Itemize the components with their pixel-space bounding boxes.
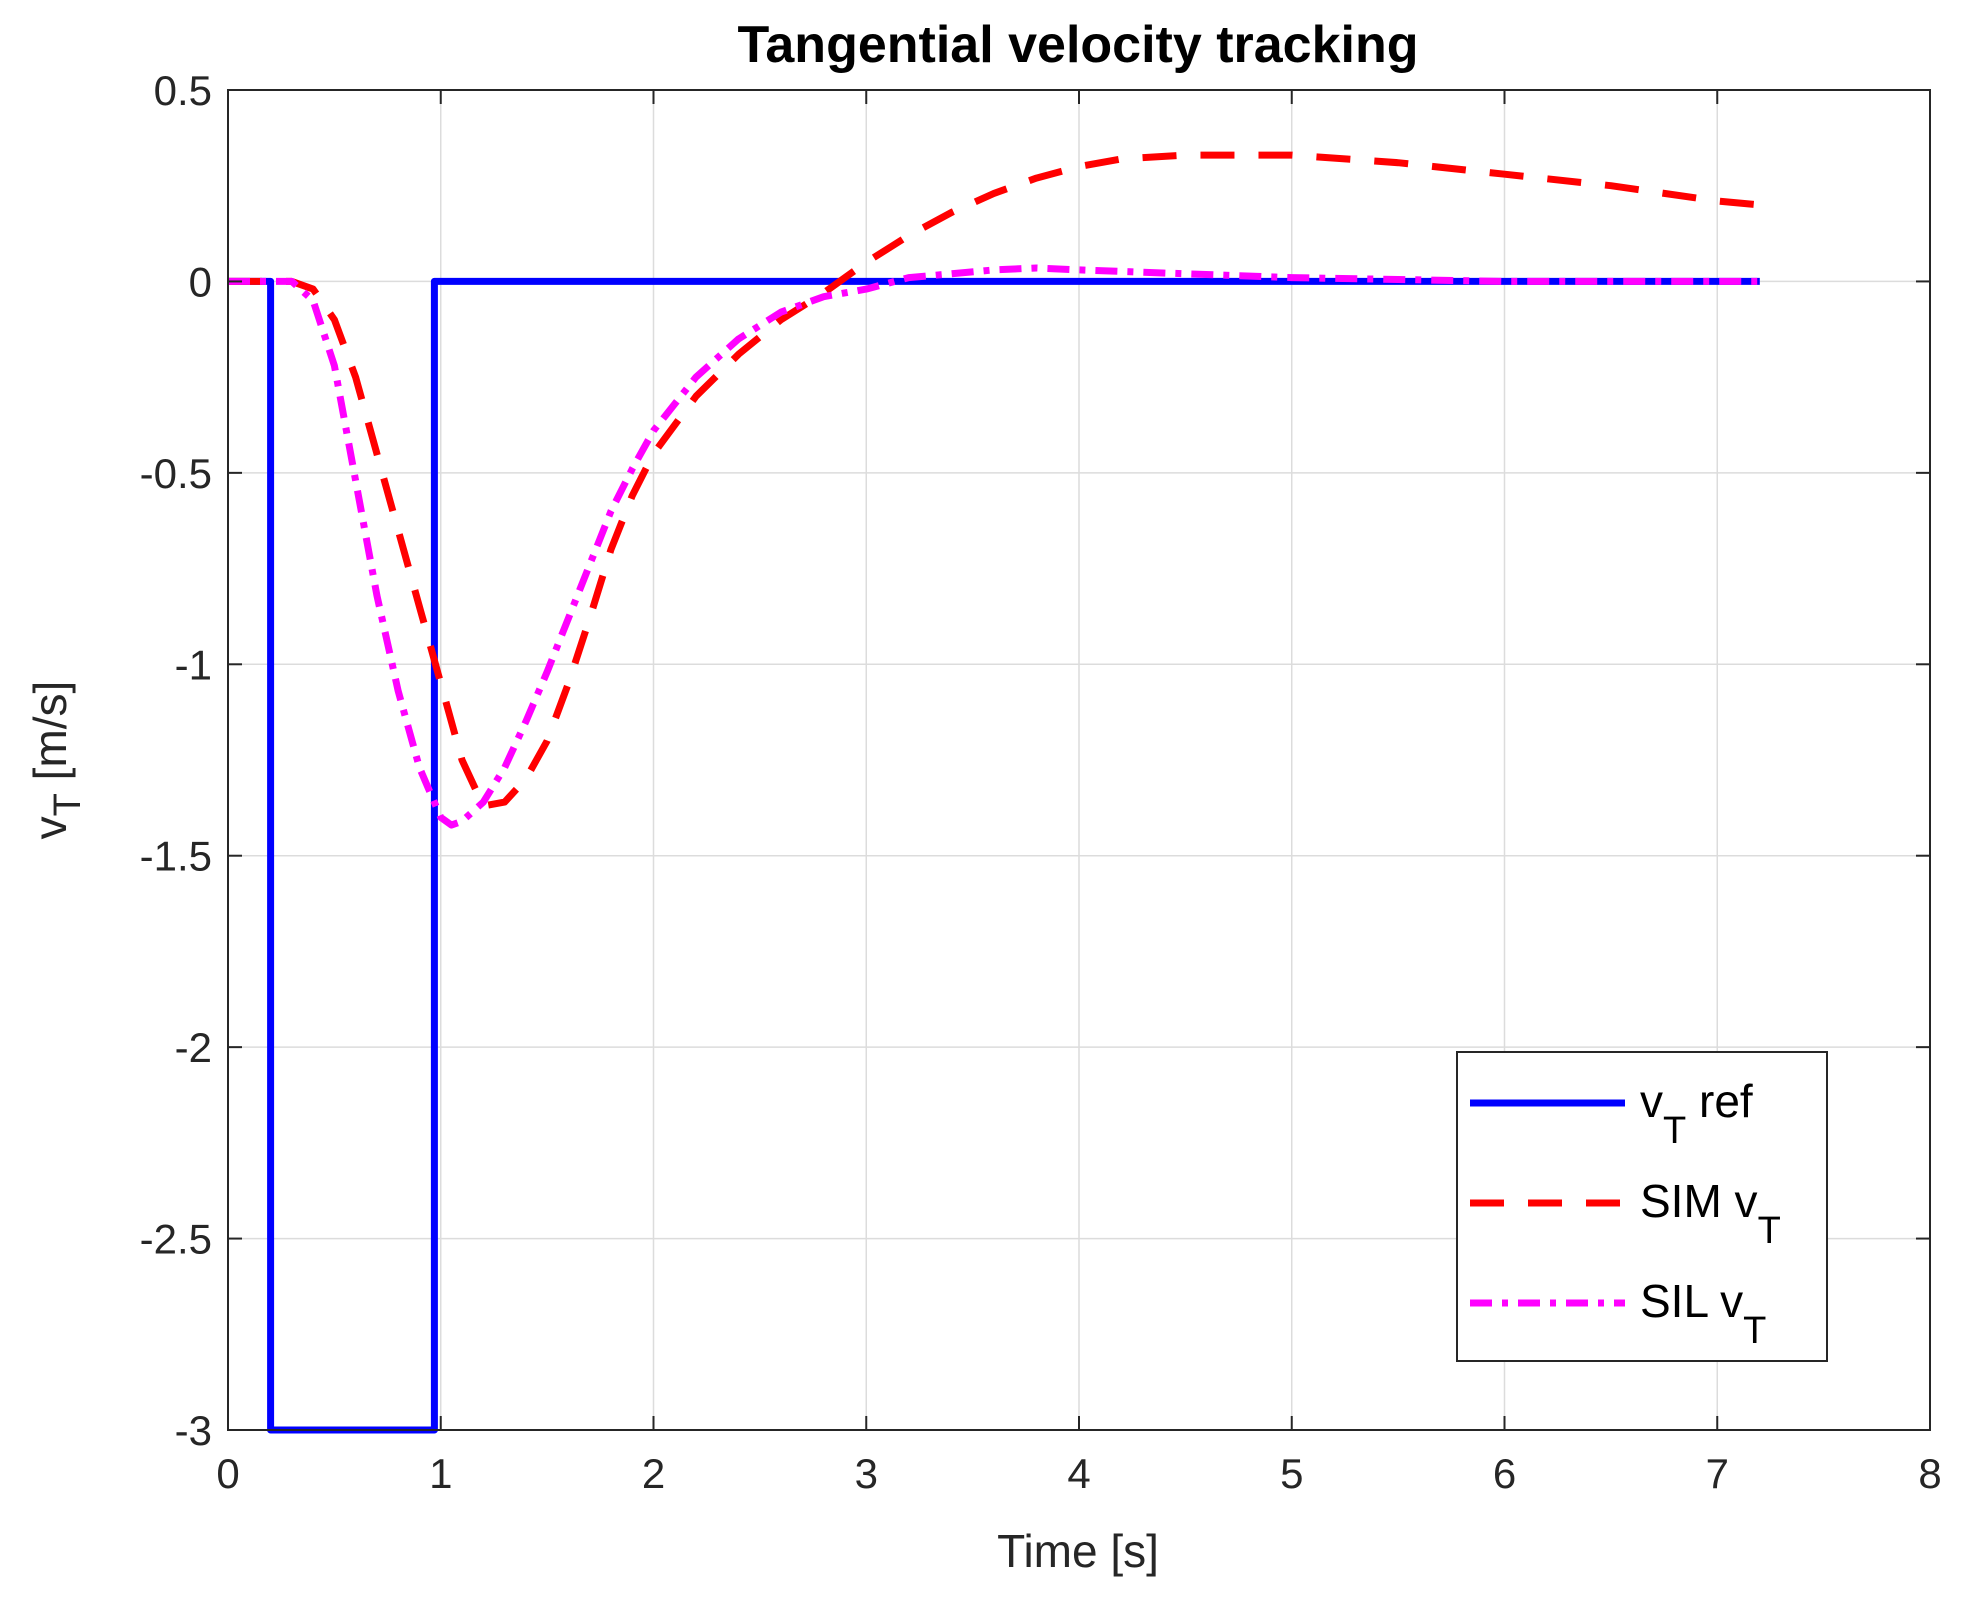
y-tick-label: -1 [175, 641, 212, 688]
x-tick-label: 7 [1706, 1450, 1729, 1497]
y-tick-label: -2.5 [140, 1216, 212, 1263]
y-tick-label: 0.5 [154, 67, 212, 114]
y-tick-label: -2 [175, 1024, 212, 1071]
x-tick-label: 3 [855, 1450, 878, 1497]
y-tick-label: 0 [189, 258, 212, 305]
y-axis-label: vT [m/s] [24, 681, 89, 840]
y-axis-label-main: v [24, 816, 76, 839]
x-tick-label: 0 [216, 1450, 239, 1497]
x-tick-label: 8 [1918, 1450, 1941, 1497]
y-tick-label: -3 [175, 1407, 212, 1454]
legend-label-2: SIL vT [1640, 1275, 1766, 1352]
series-line-2 [228, 264, 1760, 829]
legend-label-sub: T [1758, 1210, 1781, 1252]
x-tick-label: 6 [1493, 1450, 1516, 1497]
y-tick-label: -0.5 [140, 450, 212, 497]
x-tick-label: 2 [642, 1450, 665, 1497]
x-tick-label: 5 [1280, 1450, 1303, 1497]
tick-labels: 0 1 2 3 4 5 6 7 8 0.5 0 -0.5 -1 -1.5 -2 -2.5 -3 [140, 67, 1942, 1497]
legend-label-main: v [1640, 1075, 1663, 1127]
x-axis-label: Time [s] [997, 1525, 1159, 1577]
legend-label-sub: T [1743, 1310, 1766, 1352]
y-axis-label-unit: [m/s] [24, 681, 76, 793]
x-tick-label: 1 [429, 1450, 452, 1497]
legend-label-0: vT ref [1640, 1075, 1753, 1152]
y-axis-label-sub: T [47, 793, 89, 816]
ticks [227, 89, 1931, 1431]
chart-title: Tangential velocity tracking [737, 16, 1418, 74]
legend-label-main: SIM v [1640, 1175, 1758, 1227]
y-tick-label: -1.5 [140, 833, 212, 880]
legend-label-main: SIL v [1640, 1275, 1743, 1327]
legend-label-1: SIM vT [1640, 1175, 1781, 1252]
legend-label-sub: T [1663, 1110, 1686, 1152]
x-tick-label: 4 [1067, 1450, 1090, 1497]
legend-label-after: ref [1686, 1075, 1753, 1127]
